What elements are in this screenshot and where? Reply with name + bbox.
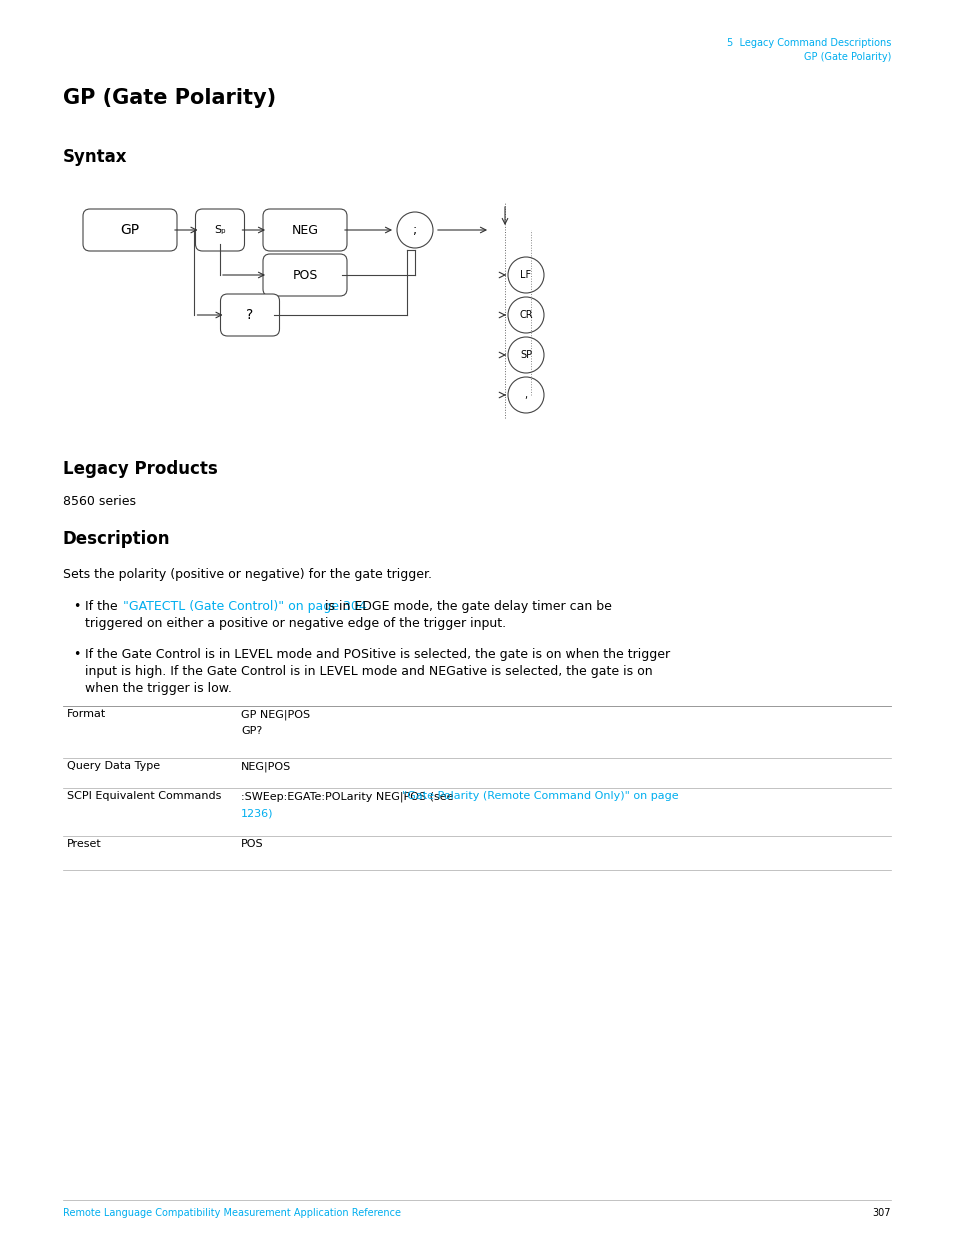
- Text: Legacy Products: Legacy Products: [63, 459, 217, 478]
- FancyBboxPatch shape: [263, 209, 347, 251]
- Text: 5  Legacy Command Descriptions: 5 Legacy Command Descriptions: [726, 38, 890, 48]
- Circle shape: [507, 257, 543, 293]
- Text: GP (Gate Polarity): GP (Gate Polarity): [63, 88, 275, 107]
- Text: "Gate Polarity (Remote Command Only)" on page: "Gate Polarity (Remote Command Only)" on…: [401, 790, 678, 802]
- Text: GP: GP: [120, 224, 139, 237]
- FancyBboxPatch shape: [220, 294, 279, 336]
- Text: Format: Format: [67, 709, 106, 719]
- Text: GP NEG|POS: GP NEG|POS: [241, 709, 310, 720]
- Text: POS: POS: [292, 268, 317, 282]
- Text: •: •: [73, 600, 80, 613]
- Text: Query Data Type: Query Data Type: [67, 761, 160, 771]
- Text: Description: Description: [63, 530, 171, 548]
- Text: CR: CR: [518, 310, 533, 320]
- Text: Syntax: Syntax: [63, 148, 128, 165]
- Circle shape: [507, 377, 543, 412]
- Text: :SWEep:EGATe:POLarity NEG|POS (see: :SWEep:EGATe:POLarity NEG|POS (see: [241, 790, 456, 802]
- Circle shape: [507, 337, 543, 373]
- Text: input is high. If the Gate Control is in LEVEL mode and NEGative is selected, th: input is high. If the Gate Control is in…: [85, 664, 652, 678]
- Text: Remote Language Compatibility Measurement Application Reference: Remote Language Compatibility Measuremen…: [63, 1208, 400, 1218]
- Text: Preset: Preset: [67, 839, 102, 848]
- Text: triggered on either a positive or negative edge of the trigger input.: triggered on either a positive or negati…: [85, 618, 506, 630]
- FancyBboxPatch shape: [83, 209, 177, 251]
- Text: •: •: [73, 648, 80, 661]
- Text: 8560 series: 8560 series: [63, 495, 136, 508]
- Text: POS: POS: [241, 839, 263, 848]
- Text: 307: 307: [872, 1208, 890, 1218]
- Text: If the: If the: [85, 600, 121, 613]
- Text: NEG: NEG: [292, 224, 318, 236]
- Text: "GATECTL (Gate Control)" on page 304: "GATECTL (Gate Control)" on page 304: [123, 600, 367, 613]
- Text: GP (Gate Polarity): GP (Gate Polarity): [802, 52, 890, 62]
- FancyBboxPatch shape: [195, 209, 244, 251]
- Text: LF: LF: [520, 270, 531, 280]
- Text: SP: SP: [519, 350, 532, 359]
- Text: ?: ?: [246, 308, 253, 322]
- Text: Sets the polarity (positive or negative) for the gate trigger.: Sets the polarity (positive or negative)…: [63, 568, 432, 580]
- Text: ;: ;: [413, 224, 416, 236]
- Text: NEG|POS: NEG|POS: [241, 761, 291, 772]
- Text: ,: ,: [524, 390, 527, 400]
- Text: GP?: GP?: [241, 726, 262, 736]
- Text: 1236): 1236): [241, 808, 274, 818]
- Text: when the trigger is low.: when the trigger is low.: [85, 682, 232, 695]
- FancyBboxPatch shape: [263, 254, 347, 296]
- Text: SCPI Equivalent Commands: SCPI Equivalent Commands: [67, 790, 221, 802]
- Text: If the Gate Control is in LEVEL mode and POSitive is selected, the gate is on wh: If the Gate Control is in LEVEL mode and…: [85, 648, 669, 661]
- Text: is in EDGE mode, the gate delay timer can be: is in EDGE mode, the gate delay timer ca…: [321, 600, 612, 613]
- Circle shape: [507, 296, 543, 333]
- Circle shape: [396, 212, 433, 248]
- Text: Sₚ: Sₚ: [213, 225, 226, 235]
